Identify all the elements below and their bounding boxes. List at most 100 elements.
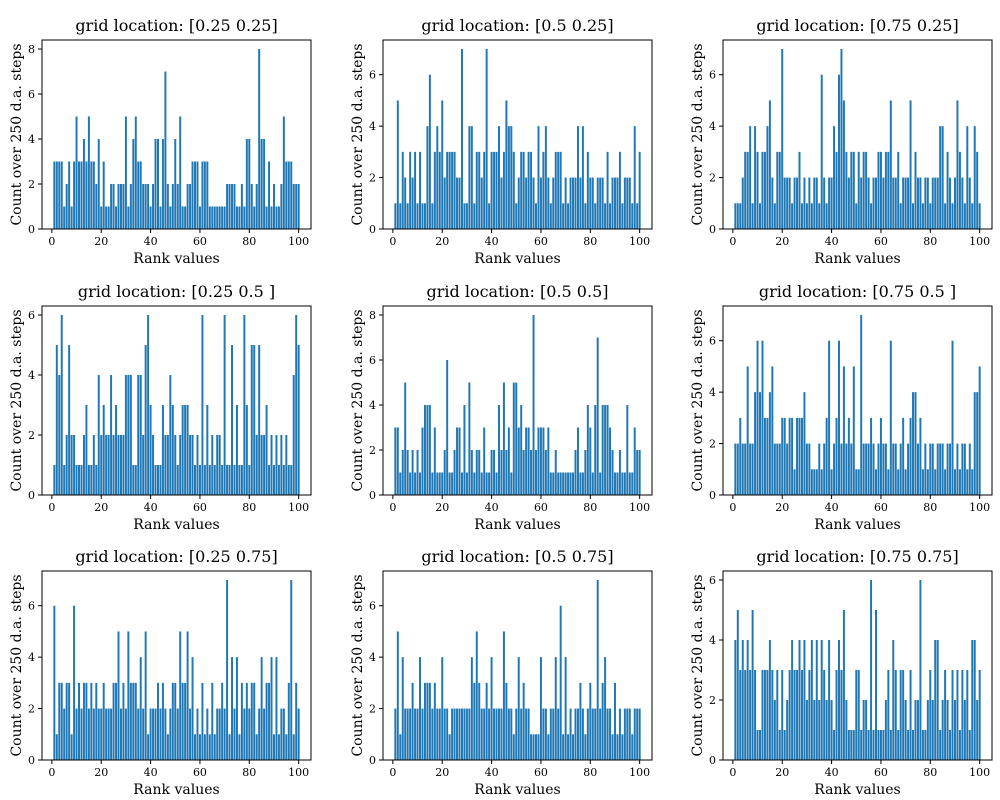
bar — [485, 49, 488, 229]
bar — [70, 206, 73, 229]
bar — [865, 151, 868, 229]
bar — [169, 375, 172, 495]
bar — [438, 151, 441, 229]
bar — [867, 730, 870, 760]
bar — [132, 465, 135, 495]
bar — [139, 657, 142, 760]
bar — [562, 734, 565, 760]
bar — [949, 443, 952, 495]
bar — [443, 450, 446, 495]
bar — [456, 427, 459, 495]
bar — [845, 700, 848, 760]
bar — [75, 708, 78, 760]
y-tick-label: 0 — [709, 754, 716, 767]
bar — [423, 203, 426, 229]
bar — [949, 177, 952, 229]
bar — [186, 405, 189, 495]
bar — [756, 730, 759, 760]
bar — [409, 151, 412, 229]
axes-frame — [382, 570, 653, 761]
bar — [394, 203, 397, 229]
bar — [736, 610, 739, 760]
y-tick-label: 4 — [28, 651, 35, 664]
bar — [828, 340, 831, 495]
x-tick-label: 80 — [242, 235, 256, 248]
x-tick-label: 80 — [583, 501, 597, 514]
bar — [272, 465, 275, 495]
bar — [535, 734, 537, 760]
bar — [763, 670, 766, 760]
bar — [226, 580, 229, 760]
bar — [105, 206, 108, 229]
bar — [798, 417, 801, 495]
y-tick-label: 0 — [28, 754, 35, 767]
bar — [189, 184, 192, 229]
bar — [609, 427, 612, 495]
bar — [838, 640, 840, 760]
bar — [171, 405, 174, 495]
bar — [567, 734, 570, 760]
bar — [213, 734, 216, 760]
bar — [971, 203, 974, 229]
bar — [505, 450, 508, 495]
bar — [253, 682, 256, 760]
bar — [169, 206, 172, 229]
bar — [549, 472, 552, 495]
bar — [129, 375, 132, 495]
bar — [453, 708, 456, 760]
bar — [978, 203, 981, 229]
bar — [946, 700, 949, 760]
bar — [161, 682, 164, 760]
x-tick-label: 40 — [825, 501, 839, 514]
bar — [87, 116, 90, 229]
bar — [783, 177, 786, 229]
bar — [270, 657, 273, 760]
axes-frame — [41, 305, 312, 496]
bar — [875, 610, 877, 760]
bar — [931, 700, 934, 760]
bar — [889, 730, 892, 760]
bar — [606, 405, 609, 495]
bar — [525, 177, 528, 229]
bar — [934, 177, 937, 229]
bar — [404, 382, 407, 495]
bar — [857, 151, 860, 229]
bar — [791, 640, 794, 760]
bar — [198, 465, 201, 495]
bar — [810, 640, 813, 760]
bar — [525, 427, 528, 495]
bar — [949, 730, 952, 760]
bar-series — [394, 315, 641, 495]
bar — [498, 405, 500, 495]
bar — [287, 161, 290, 229]
bar — [451, 472, 454, 495]
chart-title: grid location: [0.5 0.25] — [421, 16, 613, 35]
bar — [554, 450, 557, 495]
bar — [966, 469, 969, 495]
bar — [636, 450, 639, 495]
bar — [788, 417, 791, 495]
bar — [255, 435, 258, 495]
bar — [810, 203, 813, 229]
bar — [470, 657, 473, 760]
bar — [813, 469, 816, 495]
x-tick-label: 80 — [923, 235, 937, 248]
y-tick-label: 0 — [709, 489, 716, 502]
bar — [734, 203, 737, 229]
bar — [287, 682, 290, 760]
bar — [253, 345, 256, 495]
bar — [862, 700, 865, 760]
bar — [270, 206, 273, 229]
bar — [105, 708, 108, 760]
bar — [297, 708, 300, 760]
bar — [58, 375, 61, 495]
bar — [956, 443, 959, 495]
bar — [78, 161, 80, 229]
bar — [926, 469, 929, 495]
x-tick-label: 40 — [144, 501, 158, 514]
bar — [552, 177, 555, 229]
bar-series — [53, 315, 300, 495]
y-tick-label: 2 — [709, 172, 716, 185]
bar — [502, 382, 505, 495]
bar — [510, 708, 513, 760]
